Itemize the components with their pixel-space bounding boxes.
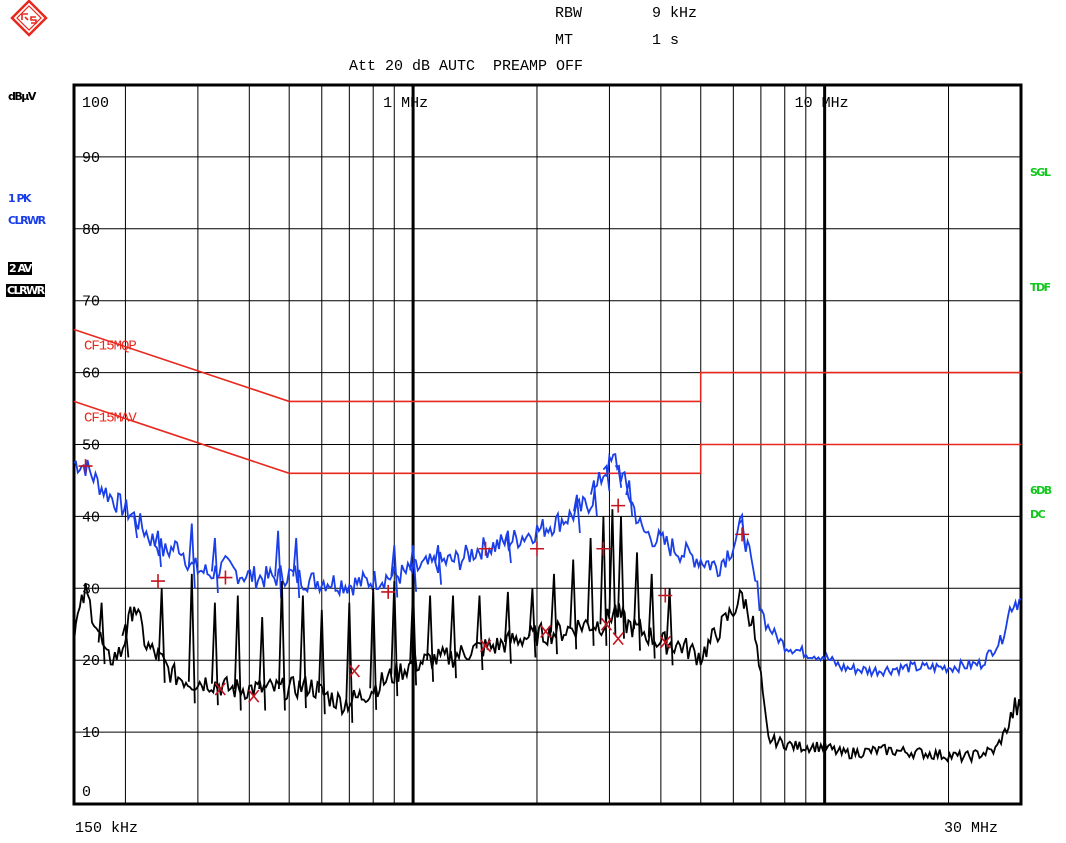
- x-grid-label: 10 MHz: [795, 95, 849, 112]
- trace-average-spike: [211, 602, 219, 706]
- rbw-label: RBW: [555, 5, 583, 22]
- y-tick-label: 0: [82, 784, 91, 801]
- attenuation-preamp-line: Att 20 dB AUTC PREAMP OFF: [349, 58, 584, 75]
- trace-average-spike: [187, 573, 196, 704]
- x-stop-label: 30 MHz: [944, 820, 999, 837]
- trace-average-spike: [233, 595, 242, 711]
- trace1-mode: 1 PK: [8, 192, 32, 205]
- trace-peak-spike: [625, 480, 634, 517]
- trace-average-spike: [369, 588, 378, 710]
- status-tdf: TDF: [1030, 281, 1051, 294]
- trace-peak-spike: [187, 523, 196, 589]
- status-dc: DC: [1030, 508, 1046, 521]
- limit-line-cf15mqp: [73, 328, 1021, 403]
- y-tick-label: 10: [82, 725, 100, 742]
- mt-label: MT: [555, 32, 574, 49]
- limit-line-label: CF15MAV: [84, 410, 137, 426]
- mt-value: 1 s: [652, 32, 680, 49]
- trace-average-spike: [475, 595, 484, 671]
- x-grid-label: 1 MHz: [383, 95, 428, 112]
- trace-average-spike: [647, 573, 656, 659]
- limit-line-cf15mav: [73, 400, 1021, 475]
- trace-average-spike: [278, 581, 286, 711]
- y-tick-label: 100: [82, 95, 109, 112]
- rbw-value: 9 kHz: [652, 5, 698, 22]
- y-tick-label: 20: [82, 653, 100, 670]
- trace-peak-spike: [504, 530, 512, 564]
- trace1-detector: CLRWR: [8, 214, 46, 227]
- trace-peak-spike: [274, 530, 282, 599]
- av-marker: [214, 682, 226, 696]
- y-tick-label: 70: [82, 294, 100, 311]
- trace-peak-spike: [573, 494, 581, 534]
- trace-peak-spike: [154, 530, 162, 567]
- trace-average-spike: [599, 516, 608, 646]
- trace-peak-spike: [409, 545, 417, 592]
- trace-average-spike: [665, 588, 674, 666]
- trace-peak-spike: [131, 515, 138, 539]
- trace-average-spike: [157, 588, 166, 683]
- y-tick-label: 60: [82, 366, 100, 383]
- trace-average-spike: [617, 516, 625, 639]
- trace-average-spike: [550, 573, 558, 655]
- qp-marker: [735, 527, 750, 542]
- status-sgl: SGL: [1030, 166, 1051, 179]
- trace-average-spike: [317, 609, 326, 715]
- status-6db: 6DB: [1030, 484, 1052, 497]
- av-marker: [659, 635, 671, 649]
- y-tick-label: 50: [82, 438, 100, 455]
- trace-peak-spike: [292, 537, 301, 599]
- trace-average-spike: [569, 559, 578, 650]
- trace2-mode: 2 AV: [8, 262, 32, 275]
- trace-average-spike: [299, 595, 307, 709]
- trace-average: [73, 582, 1022, 765]
- trace-average-spike: [345, 602, 354, 723]
- qp-marker: [78, 459, 93, 474]
- trace-peak-spike: [615, 465, 623, 488]
- trace-peak-spike: [602, 463, 611, 492]
- trace-average-spike: [258, 617, 267, 711]
- qp-marker: [658, 588, 673, 603]
- qp-marker: [596, 541, 611, 556]
- av-marker: [600, 617, 613, 631]
- trace-peak-spike: [434, 545, 442, 585]
- qp-marker: [611, 498, 626, 513]
- av-marker: [479, 639, 492, 653]
- rohde-schwarz-logo: [10, 0, 48, 37]
- qp-marker: [478, 541, 493, 556]
- trace-peak-spike: [390, 545, 399, 598]
- trace-average-spike: [528, 588, 537, 658]
- unit-label: dBµV: [8, 90, 36, 103]
- av-marker: [248, 689, 260, 703]
- limit-line-label: CF15MQP: [84, 338, 136, 354]
- trace-average-spike: [390, 581, 399, 697]
- y-tick-label: 40: [82, 509, 100, 526]
- trace-peak-spike: [590, 480, 598, 517]
- av-marker: [540, 624, 552, 638]
- qp-marker: [218, 570, 233, 585]
- av-marker: [348, 664, 360, 678]
- trace-average-spike: [97, 602, 106, 665]
- y-tick-label: 80: [82, 222, 100, 239]
- av-marker: [612, 632, 624, 646]
- trace-average-spike: [449, 595, 457, 679]
- trace-average-spike: [633, 552, 641, 651]
- qp-marker: [381, 584, 396, 599]
- trace-average-spike: [586, 537, 595, 646]
- trace-average-spike: [426, 595, 434, 682]
- trace-peak: [73, 452, 1022, 679]
- y-tick-label: 90: [82, 150, 100, 167]
- trace-average-spike: [121, 624, 130, 658]
- trace-average-spike: [504, 591, 512, 664]
- trace2-detector: CLRWR: [6, 284, 45, 297]
- x-start-label: 150 kHz: [75, 820, 139, 837]
- qp-marker: [529, 541, 544, 556]
- trace-peak-spike: [211, 537, 219, 594]
- trace-peak-spike: [738, 517, 746, 546]
- trace-average-spike: [608, 509, 617, 635]
- qp-marker: [151, 574, 166, 589]
- trace-average-spike: [409, 588, 417, 686]
